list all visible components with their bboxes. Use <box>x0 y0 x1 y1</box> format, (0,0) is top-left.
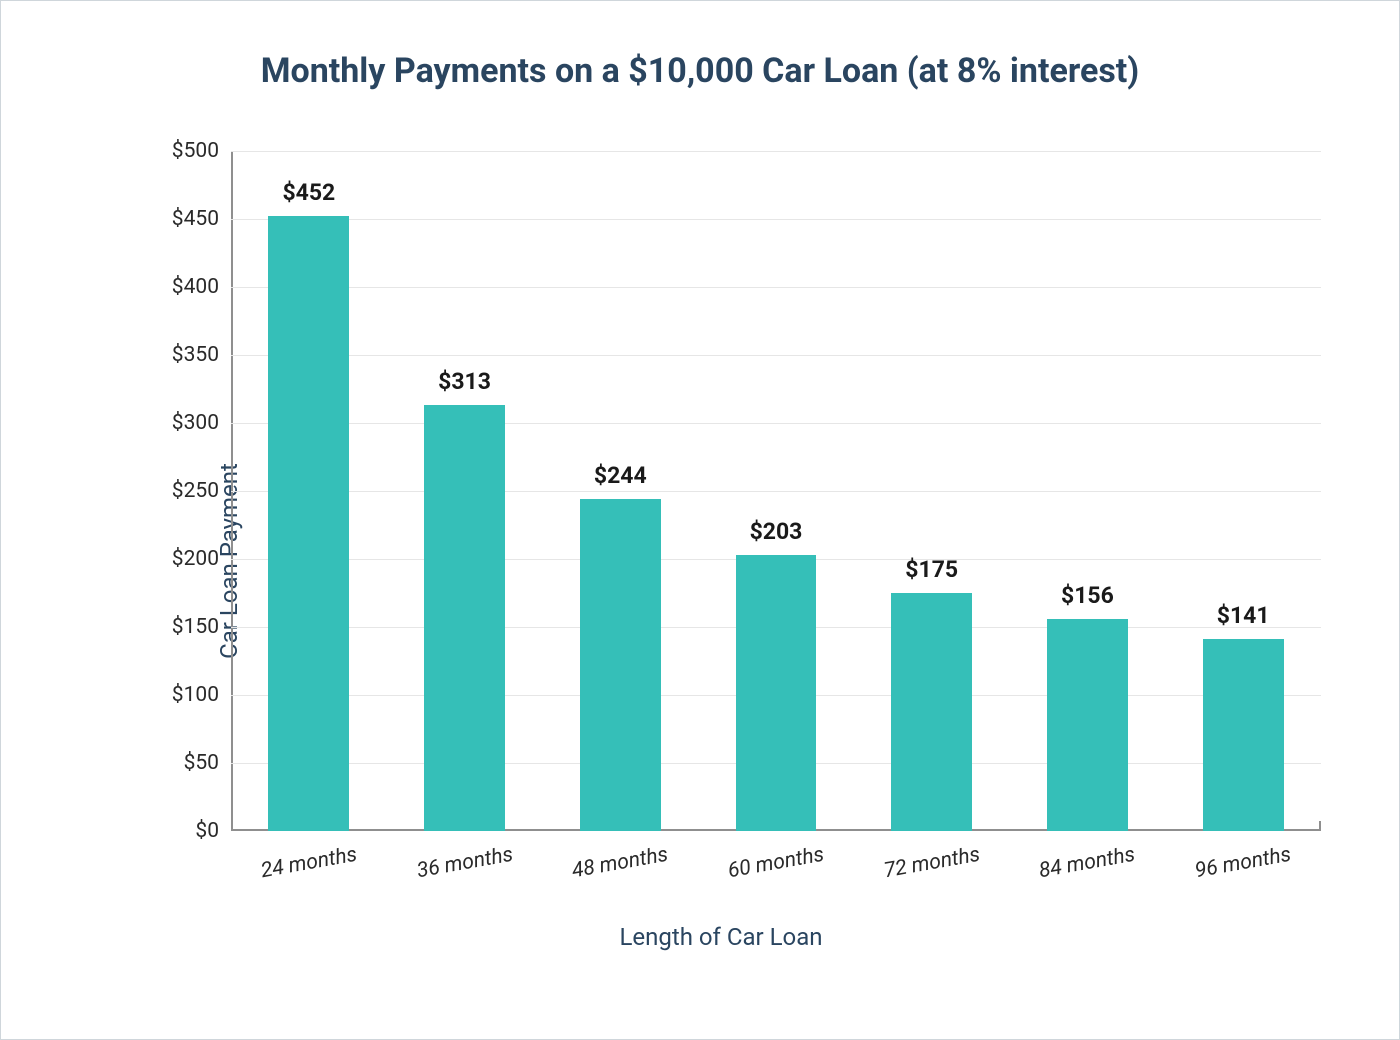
bar-value-label: $156 <box>1061 582 1114 609</box>
bar-value-label: $244 <box>594 462 647 489</box>
y-tick-label: $300 <box>172 411 219 435</box>
y-tick-label: $0 <box>195 819 219 843</box>
y-tick-label: $400 <box>172 275 219 299</box>
x-tick-label: 72 months <box>882 843 982 884</box>
x-tick-label: 60 months <box>726 843 826 884</box>
y-tick-label: $150 <box>172 615 219 639</box>
bar-value-label: $141 <box>1217 602 1270 629</box>
plot-wrap: Car Loan Payment $0$50$100$150$200$250$3… <box>101 151 1341 971</box>
chart-container: Monthly Payments on a $10,000 Car Loan (… <box>0 0 1400 1040</box>
y-tick-label: $350 <box>172 343 219 367</box>
x-tick-label: 48 months <box>570 843 670 884</box>
gridline <box>231 491 1321 492</box>
gridline <box>231 287 1321 288</box>
gridline <box>231 219 1321 220</box>
gridline <box>231 355 1321 356</box>
bar-value-label: $452 <box>282 179 335 206</box>
bar: $313 <box>424 405 505 831</box>
x-tick-label: 84 months <box>1037 843 1137 884</box>
bar: $141 <box>1203 639 1284 831</box>
gridline <box>231 151 1321 152</box>
y-tick-label: $50 <box>184 751 219 775</box>
x-axis-title: Length of Car Loan <box>619 923 822 951</box>
gridline <box>231 423 1321 424</box>
plot-area: $0$50$100$150$200$250$300$350$400$450$50… <box>231 151 1321 831</box>
bar: $156 <box>1047 619 1128 831</box>
y-tick-label: $250 <box>172 479 219 503</box>
bar-value-label: $175 <box>905 556 958 583</box>
x-axis-end-tick <box>1319 821 1321 831</box>
y-tick-label: $100 <box>172 683 219 707</box>
bar: $244 <box>580 499 661 831</box>
chart-title: Monthly Payments on a $10,000 Car Loan (… <box>11 51 1389 91</box>
bar-value-label: $203 <box>750 518 803 545</box>
x-tick-label: 96 months <box>1193 843 1293 884</box>
y-tick-label: $500 <box>172 139 219 163</box>
bar: $203 <box>736 555 817 831</box>
x-tick-label: 24 months <box>259 843 359 884</box>
bar: $175 <box>891 593 972 831</box>
y-tick-label: $450 <box>172 207 219 231</box>
bar-value-label: $313 <box>438 368 491 395</box>
x-tick-label: 36 months <box>415 843 515 884</box>
bar: $452 <box>268 216 349 831</box>
y-tick-label: $200 <box>172 547 219 571</box>
